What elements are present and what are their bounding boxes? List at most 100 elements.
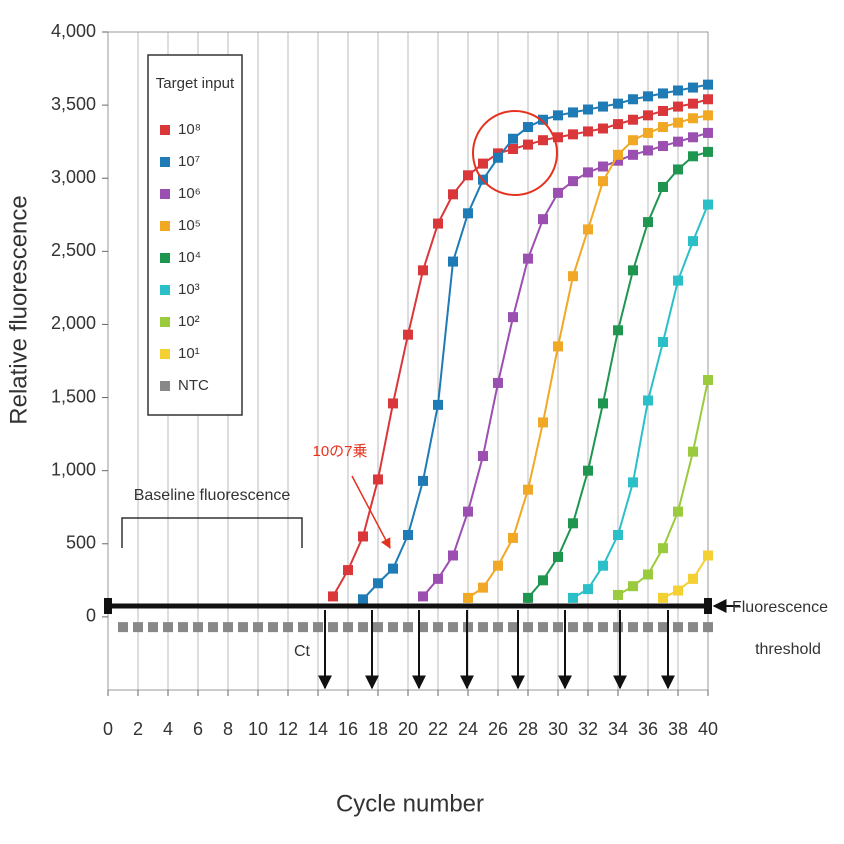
- x-tick-label: 6: [193, 719, 203, 739]
- x-tick-label: 28: [518, 719, 538, 739]
- grid: [107, 32, 709, 690]
- x-tick-label: 24: [458, 719, 478, 739]
- data-point: [658, 336, 668, 347]
- data-point: [358, 531, 368, 542]
- data-point: [643, 395, 653, 406]
- data-point: [598, 398, 608, 409]
- series-line: [332, 98, 709, 597]
- x-tick-label: 18: [368, 719, 388, 739]
- data-point: [568, 622, 578, 633]
- legend-label: 10⁸: [178, 121, 201, 138]
- data-point: [598, 161, 608, 172]
- data-point: [598, 123, 608, 134]
- data-point: [613, 622, 623, 633]
- data-point: [193, 622, 203, 633]
- threshold-end: [704, 598, 712, 614]
- data-point: [688, 151, 698, 162]
- data-point: [418, 265, 428, 276]
- data-point: [493, 622, 503, 633]
- data-point: [583, 104, 593, 115]
- x-tick-label: 14: [308, 719, 328, 739]
- data-point: [523, 592, 533, 603]
- data-point: [628, 114, 638, 125]
- data-point: [478, 451, 488, 462]
- data-point: [673, 164, 683, 175]
- data-point: [463, 170, 473, 181]
- data-point: [538, 135, 548, 146]
- data-point: [553, 622, 563, 633]
- y-tick-label: 2,500: [51, 240, 96, 260]
- annotation: 10の7乗: [312, 443, 367, 460]
- data-point: [688, 236, 698, 247]
- data-point: [643, 127, 653, 138]
- x-tick-label: 32: [578, 719, 598, 739]
- data-point: [448, 189, 458, 200]
- x-tick-label: 40: [698, 719, 718, 739]
- data-point: [478, 158, 488, 169]
- data-point: [343, 565, 353, 576]
- data-point: [598, 622, 608, 633]
- data-point: [568, 518, 578, 529]
- data-point: [463, 208, 473, 219]
- data-point: [553, 341, 563, 352]
- data-point: [598, 560, 608, 571]
- series-line: [572, 204, 709, 599]
- data-point: [613, 149, 623, 160]
- data-point: [403, 622, 413, 633]
- data-point: [523, 484, 533, 495]
- data-point: [163, 622, 173, 633]
- data-point: [703, 127, 713, 138]
- x-tick-label: 8: [223, 719, 233, 739]
- data-point: [523, 253, 533, 264]
- x-tick-label: 20: [398, 719, 418, 739]
- y-tick-label: 500: [66, 533, 96, 553]
- legend-swatch: [160, 349, 170, 359]
- data-point: [658, 543, 668, 554]
- data-point: [628, 477, 638, 488]
- data-point: [553, 132, 563, 143]
- x-axis-title: Cycle number: [336, 790, 484, 817]
- data-point: [673, 101, 683, 112]
- data-point: [418, 475, 428, 486]
- series-line: [662, 554, 709, 599]
- series-line: [422, 131, 709, 598]
- data-point: [553, 551, 563, 562]
- data-point: [328, 591, 338, 602]
- data-point: [658, 105, 668, 116]
- legend-label: 10³: [178, 281, 200, 298]
- data-point: [643, 110, 653, 121]
- data-point: [448, 256, 458, 267]
- data-point: [643, 145, 653, 156]
- series-group: [118, 79, 713, 633]
- data-point: [523, 139, 533, 150]
- legend-title: Target input: [156, 75, 235, 92]
- data-point: [628, 149, 638, 160]
- x-tick-label: 12: [278, 719, 298, 739]
- data-point: [538, 114, 548, 125]
- ct-label: Ct: [294, 643, 311, 660]
- data-point: [643, 217, 653, 228]
- y-tick-label: 1,500: [51, 386, 96, 406]
- data-point: [493, 560, 503, 571]
- data-point: [448, 622, 458, 633]
- data-point: [313, 622, 323, 633]
- data-point: [388, 398, 398, 409]
- data-point: [538, 622, 548, 633]
- baseline-label: Baseline fluorescence: [134, 487, 291, 504]
- legend-swatch: [160, 125, 170, 135]
- data-point: [283, 622, 293, 633]
- data-point: [703, 79, 713, 90]
- legend-label: 10⁵: [178, 217, 201, 234]
- data-point: [598, 176, 608, 187]
- threshold-end: [104, 598, 112, 614]
- data-point: [178, 622, 188, 633]
- data-point: [268, 622, 278, 633]
- y-tick-label: 4,000: [51, 21, 96, 41]
- x-tick-label: 10: [248, 719, 268, 739]
- data-point: [688, 132, 698, 143]
- x-tick-label: 38: [668, 719, 688, 739]
- data-point: [628, 265, 638, 276]
- data-point: [628, 581, 638, 592]
- legend-label: 10⁷: [178, 153, 200, 170]
